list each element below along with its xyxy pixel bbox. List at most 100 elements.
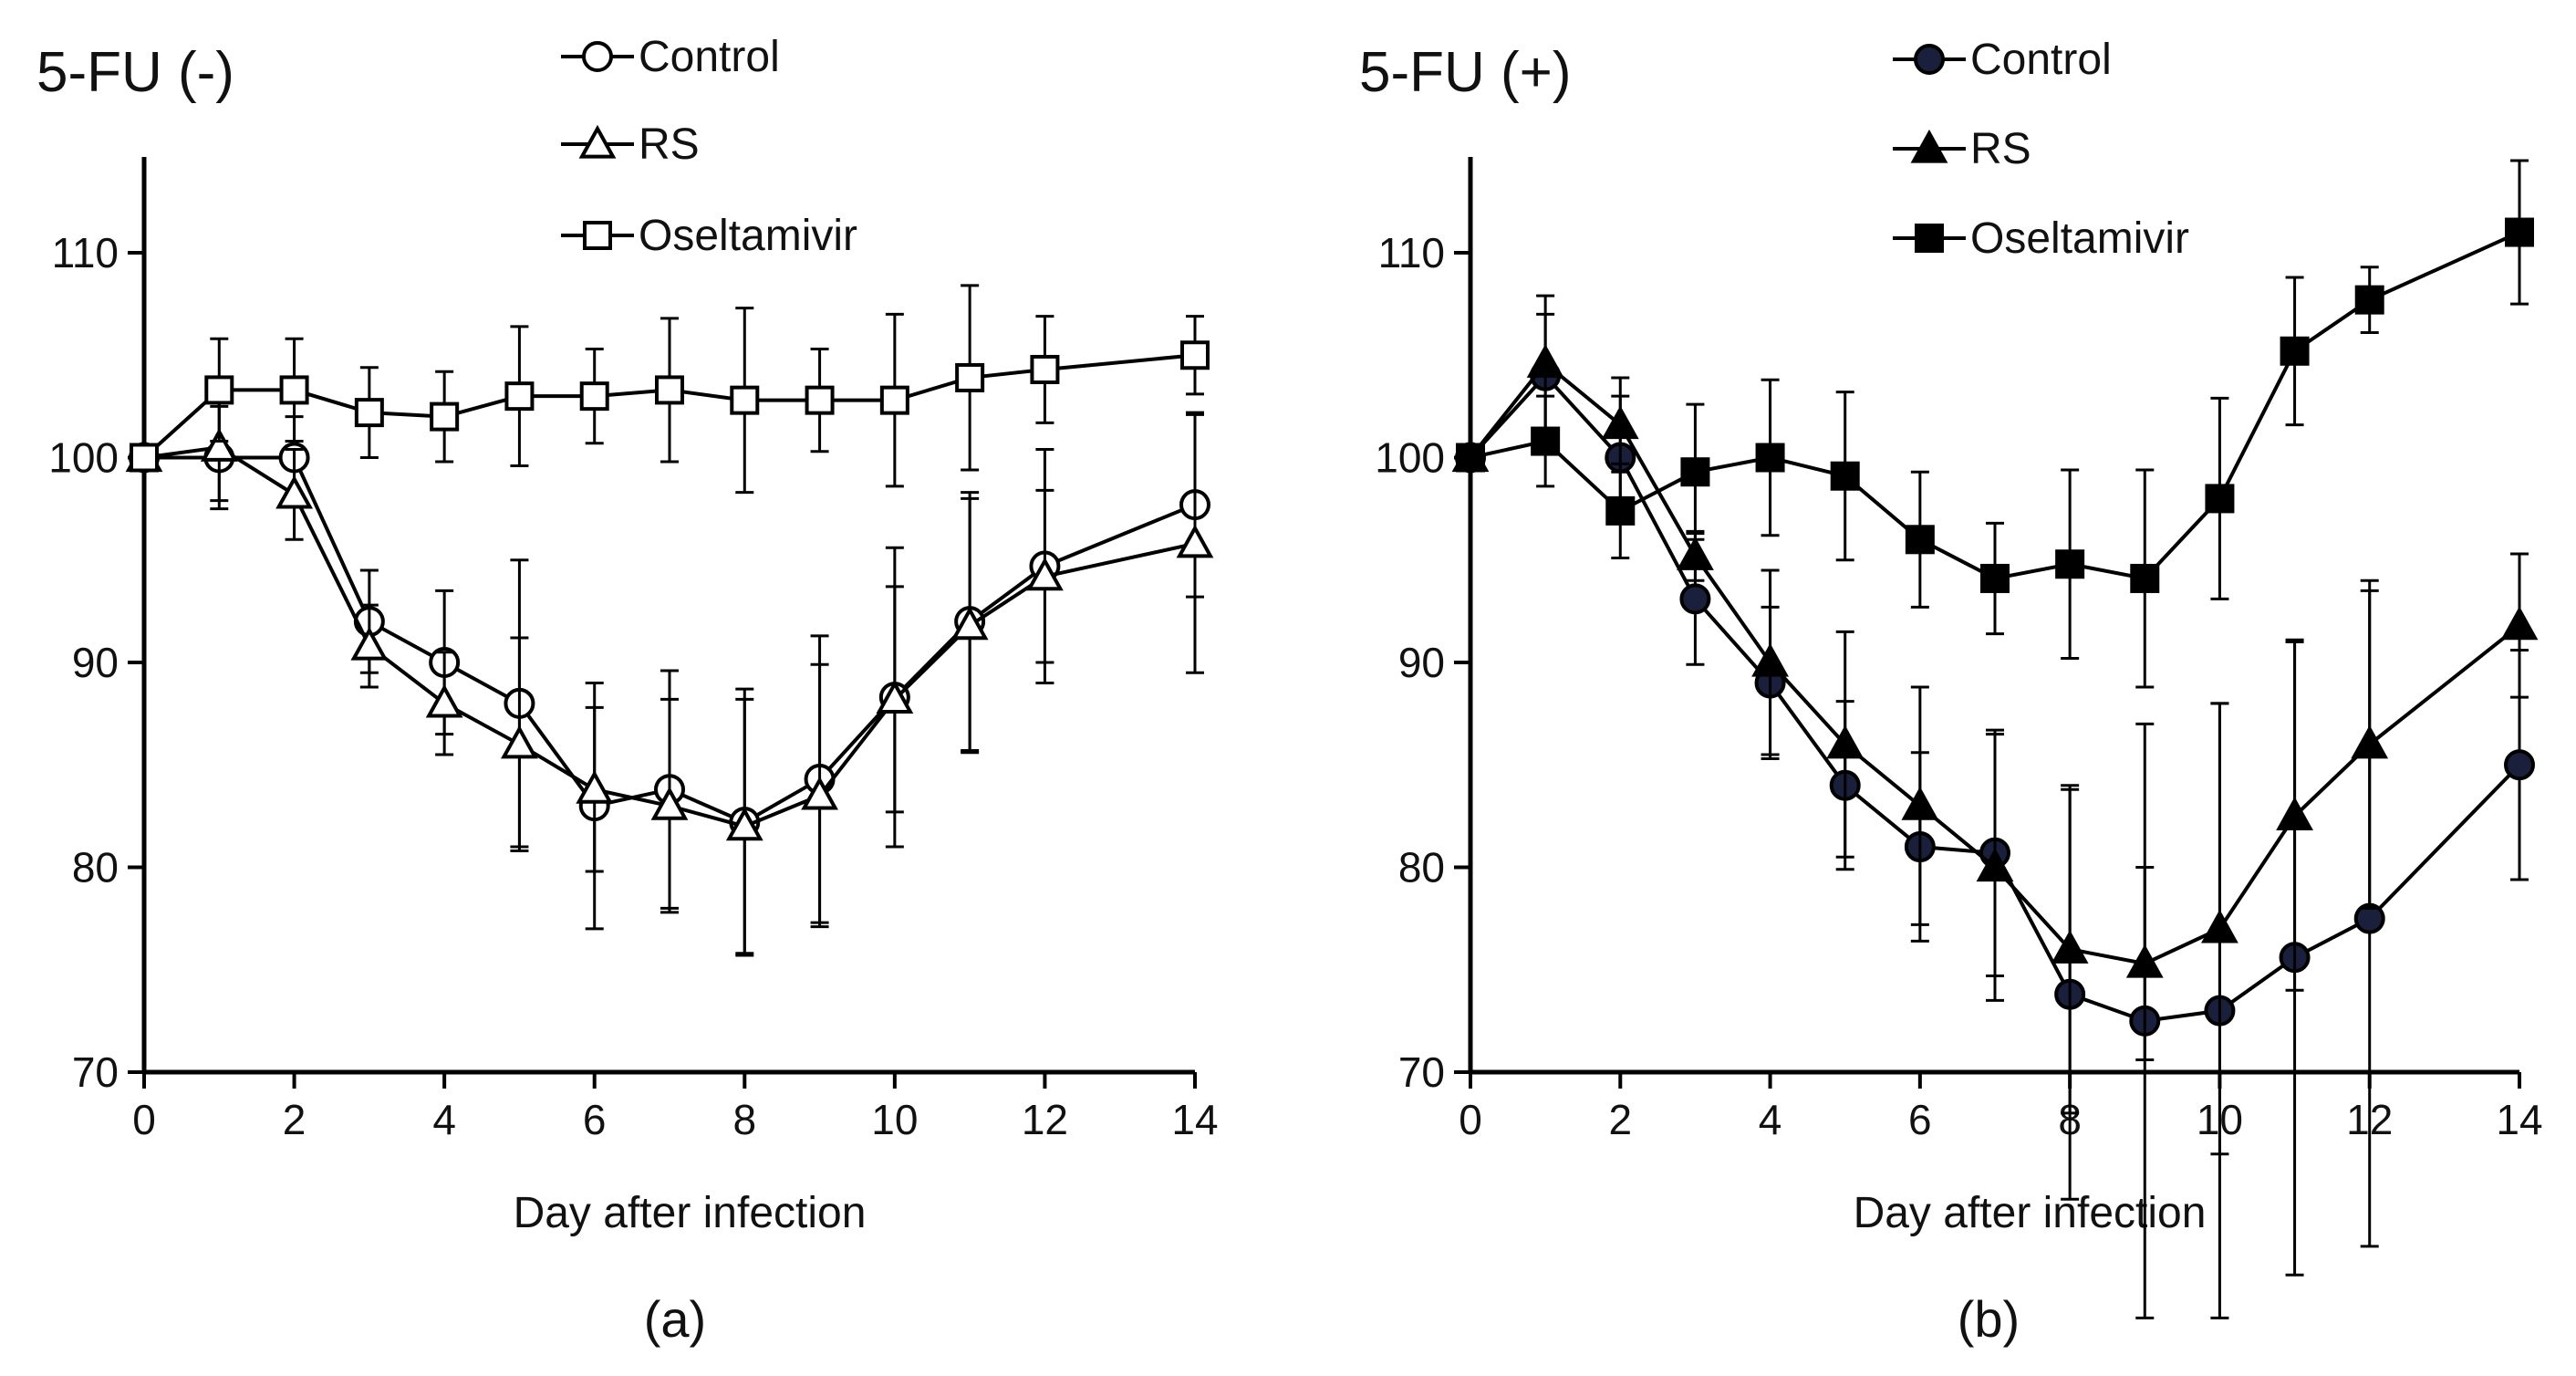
data-point-square	[204, 375, 234, 405]
legend-entry: Control	[561, 33, 780, 81]
data-point-triangle	[350, 626, 389, 661]
data-point-square	[879, 385, 909, 415]
data-point-triangle	[2125, 943, 2164, 978]
data-point-triangle	[1901, 787, 1939, 820]
series-line	[1469, 360, 2521, 966]
y-tick-label: 100	[1375, 434, 1445, 482]
data-point-square	[279, 375, 309, 405]
y-tick-label: 70	[1398, 1048, 1445, 1096]
legend-entry: Oseltamivir	[561, 212, 857, 260]
data-point-square	[730, 385, 760, 415]
legend-marker-square	[1915, 224, 1944, 253]
legend-marker-triangle	[1910, 129, 1948, 163]
x-tick-label: 10	[871, 1096, 918, 1143]
data-point-triangle	[2351, 724, 2389, 759]
data-point-triangle	[1826, 724, 1864, 759]
data-point-circle	[2504, 749, 2535, 781]
data-point-square	[955, 362, 985, 392]
x-tick-label: 6	[583, 1096, 607, 1143]
legend-label: RS	[1970, 125, 2031, 173]
data-point-square	[2130, 563, 2160, 593]
data-point-triangle	[425, 683, 463, 718]
data-point-square	[1680, 457, 1710, 487]
legend-label: Control	[1970, 36, 2112, 84]
data-point-square	[2205, 484, 2235, 514]
data-point-square	[2055, 549, 2085, 579]
data-point-square	[2280, 336, 2310, 366]
data-point-square	[504, 381, 535, 412]
data-point-square	[655, 375, 684, 405]
x-tick-label: 14	[2496, 1096, 2542, 1143]
x-tick-label: 14	[1171, 1096, 1218, 1143]
data-point-circle	[1679, 583, 1711, 615]
x-tick-label: 0	[132, 1096, 156, 1143]
x-tick-label: 4	[432, 1096, 456, 1143]
data-point-triangle	[2201, 909, 2238, 943]
data-point-square	[1030, 354, 1060, 384]
data-point-square	[1180, 340, 1210, 370]
data-point-square	[1605, 495, 1636, 526]
y-tick-label: 100	[48, 434, 119, 482]
chart-title: 5-FU (+)	[1359, 41, 1572, 104]
data-point-triangle	[1601, 405, 1639, 440]
data-point-square	[354, 398, 384, 428]
data-point-triangle	[801, 776, 838, 810]
data-point-square	[2354, 285, 2384, 315]
y-tick-label: 90	[72, 639, 119, 686]
data-point-square	[1980, 563, 2010, 593]
data-point-square	[1531, 426, 1561, 456]
x-tick-label: 4	[1759, 1096, 1782, 1143]
y-tick-label: 80	[72, 844, 119, 891]
data-point-triangle	[725, 807, 763, 841]
data-point-square	[1755, 443, 1785, 473]
y-tick-label: 80	[1398, 844, 1445, 891]
data-point-triangle	[950, 606, 989, 641]
data-point-triangle	[576, 770, 614, 804]
data-point-triangle	[2051, 930, 2089, 964]
data-point-triangle	[2276, 797, 2313, 830]
legend-marker-square	[583, 221, 612, 250]
data-point-square	[430, 401, 460, 432]
data-point-square	[805, 385, 835, 415]
legend-marker-triangle	[578, 124, 617, 159]
legend-label: Control	[639, 33, 780, 81]
legend-entry: RS	[561, 120, 700, 169]
data-point-square	[2505, 217, 2534, 247]
panel-caption: (b)	[1958, 1290, 2020, 1348]
legend-entry: Oseltamivir	[1893, 214, 2189, 263]
data-point-triangle	[501, 724, 538, 759]
legend-label: Oseltamivir	[1970, 214, 2189, 263]
x-tick-label: 6	[1908, 1096, 1932, 1143]
data-point-triangle	[1526, 344, 1564, 378]
data-point-square	[1830, 461, 1860, 491]
data-point-triangle	[1976, 848, 2014, 882]
legend-marker-circle	[582, 41, 613, 72]
series-oseltamivir	[1456, 159, 2534, 689]
legend-label: Oseltamivir	[639, 212, 857, 260]
panel-a-chart: 5-FU (-) 70 80 90 100 110 0 2 4 6 8 10 12 14 Day after…	[36, 33, 1219, 1348]
x-tick-label: 2	[283, 1096, 306, 1143]
y-tick-label: 110	[1378, 229, 1445, 276]
data-point-triangle	[1176, 524, 1214, 558]
legend-entry: Control	[1893, 36, 2112, 84]
series-oseltamivir	[130, 284, 1210, 495]
x-axis-label: Day after infection	[514, 1189, 867, 1237]
x-tick-label: 8	[732, 1096, 756, 1143]
legend-marker-circle	[1914, 44, 1945, 75]
x-tick-label: 2	[1608, 1096, 1632, 1143]
y-tick-label: 90	[1398, 639, 1445, 686]
data-point-triangle	[876, 680, 914, 714]
legend-label: RS	[639, 120, 700, 169]
data-point-square	[130, 443, 159, 473]
x-axis-label: Day after infection	[1854, 1189, 2207, 1237]
data-point-triangle	[200, 428, 238, 462]
data-point-square	[579, 381, 609, 412]
x-tick-label: 0	[1459, 1096, 1482, 1143]
series-rs	[1451, 294, 2539, 1156]
data-point-square	[1456, 443, 1485, 473]
chart-title: 5-FU (-)	[36, 41, 234, 104]
y-tick-label: 70	[72, 1048, 119, 1096]
legend-entry: RS	[1893, 125, 2031, 173]
data-point-triangle	[1751, 642, 1789, 677]
